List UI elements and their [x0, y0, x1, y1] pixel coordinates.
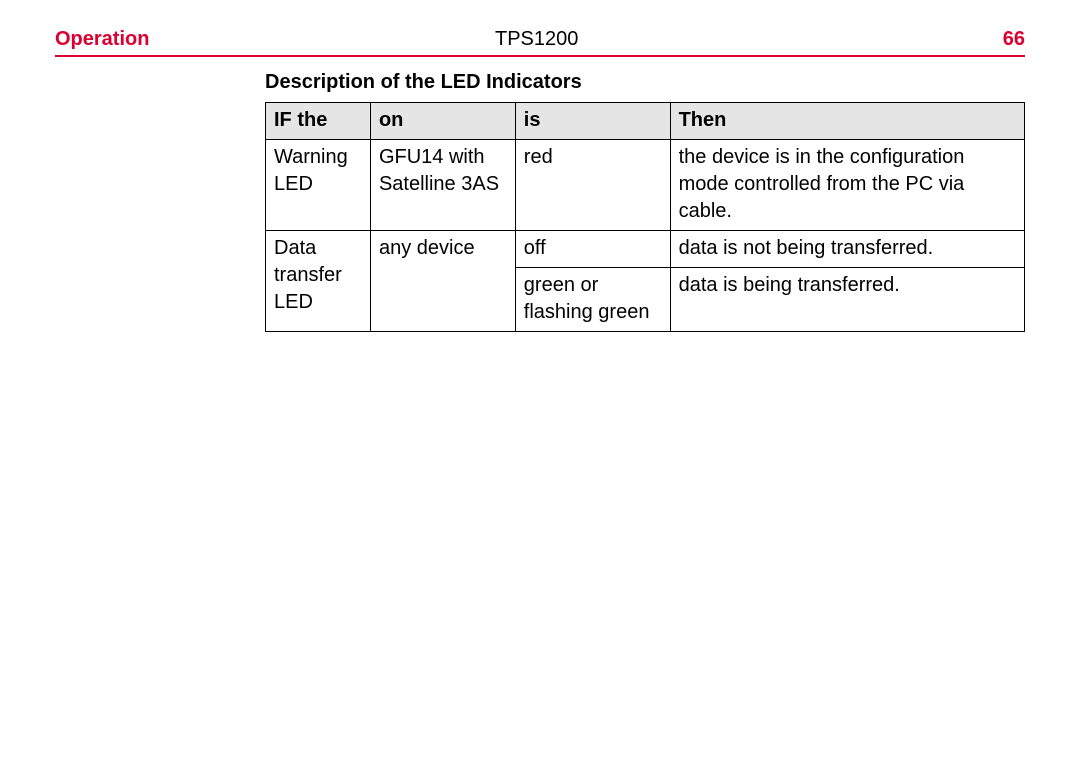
cell-ifthe: Warning LED — [266, 140, 371, 231]
col-header-ifthe: IF the — [266, 103, 371, 140]
cell-on: GFU14 with Satelline 3AS — [370, 140, 515, 231]
cell-then: the device is in the configuration mode … — [670, 140, 1024, 231]
cell-is: green or flashing green — [515, 268, 670, 332]
led-indicators-table: IF the on is Then Warning LED GFU14 with… — [265, 102, 1025, 332]
model-name: TPS1200 — [265, 28, 965, 51]
table-row: Data transfer LED any device off data is… — [266, 231, 1025, 268]
col-header-is: is — [515, 103, 670, 140]
table-row: Warning LED GFU14 with Satelline 3AS red… — [266, 140, 1025, 231]
cell-then: data is being transferred. — [670, 268, 1024, 332]
cell-then: data is not being transferred. — [670, 231, 1024, 268]
cell-on: any device — [370, 231, 515, 332]
cell-ifthe: Data transfer LED — [266, 231, 371, 332]
page-number: 66 — [965, 28, 1025, 51]
section-name: Operation — [55, 28, 265, 51]
section-title: Description of the LED Indicators — [265, 71, 1025, 94]
col-header-then: Then — [670, 103, 1024, 140]
table-header-row: IF the on is Then — [266, 103, 1025, 140]
page-header: Operation TPS1200 66 — [55, 28, 1025, 57]
col-header-on: on — [370, 103, 515, 140]
cell-is: red — [515, 140, 670, 231]
cell-is: off — [515, 231, 670, 268]
